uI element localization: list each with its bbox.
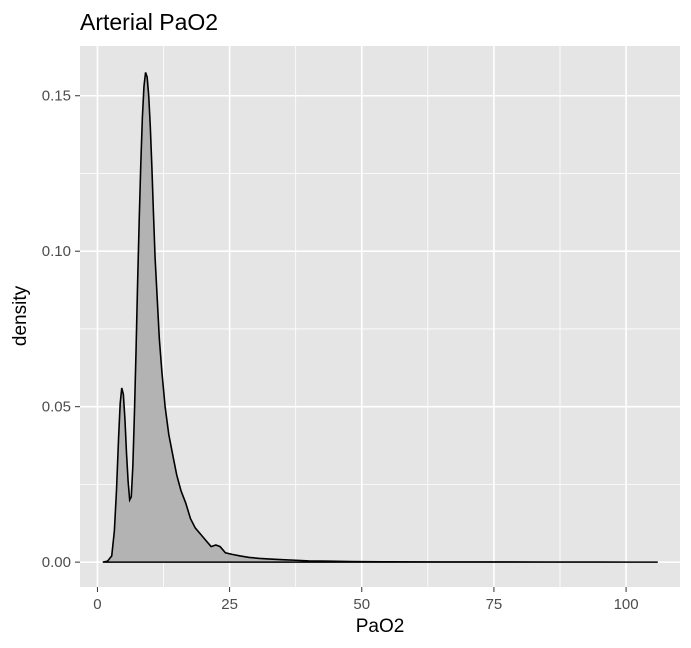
y-tick-label: 0.15 [42, 88, 71, 105]
x-tick-label: 50 [353, 596, 370, 613]
x-tick-label: 75 [486, 596, 503, 613]
x-tick-label: 25 [221, 596, 238, 613]
y-axis-ticks: 0.00 0.05 0.10 0.15 [42, 88, 80, 571]
x-axis-title: PaO2 [356, 616, 405, 637]
x-tick-label: 100 [614, 596, 639, 613]
y-tick-label: 0.10 [42, 243, 71, 260]
density-area [102, 72, 658, 563]
major-gridlines [80, 46, 680, 587]
chart-title: Arterial PaO2 [80, 9, 218, 35]
y-axis-title: density [10, 285, 31, 346]
x-tick-label: 0 [93, 596, 101, 613]
density-line [102, 72, 658, 563]
y-tick-label: 0.05 [42, 399, 71, 416]
x-axis-ticks: 0 25 50 75 100 [93, 587, 639, 613]
minor-gridlines [80, 46, 680, 587]
y-tick-label: 0.00 [42, 554, 71, 571]
